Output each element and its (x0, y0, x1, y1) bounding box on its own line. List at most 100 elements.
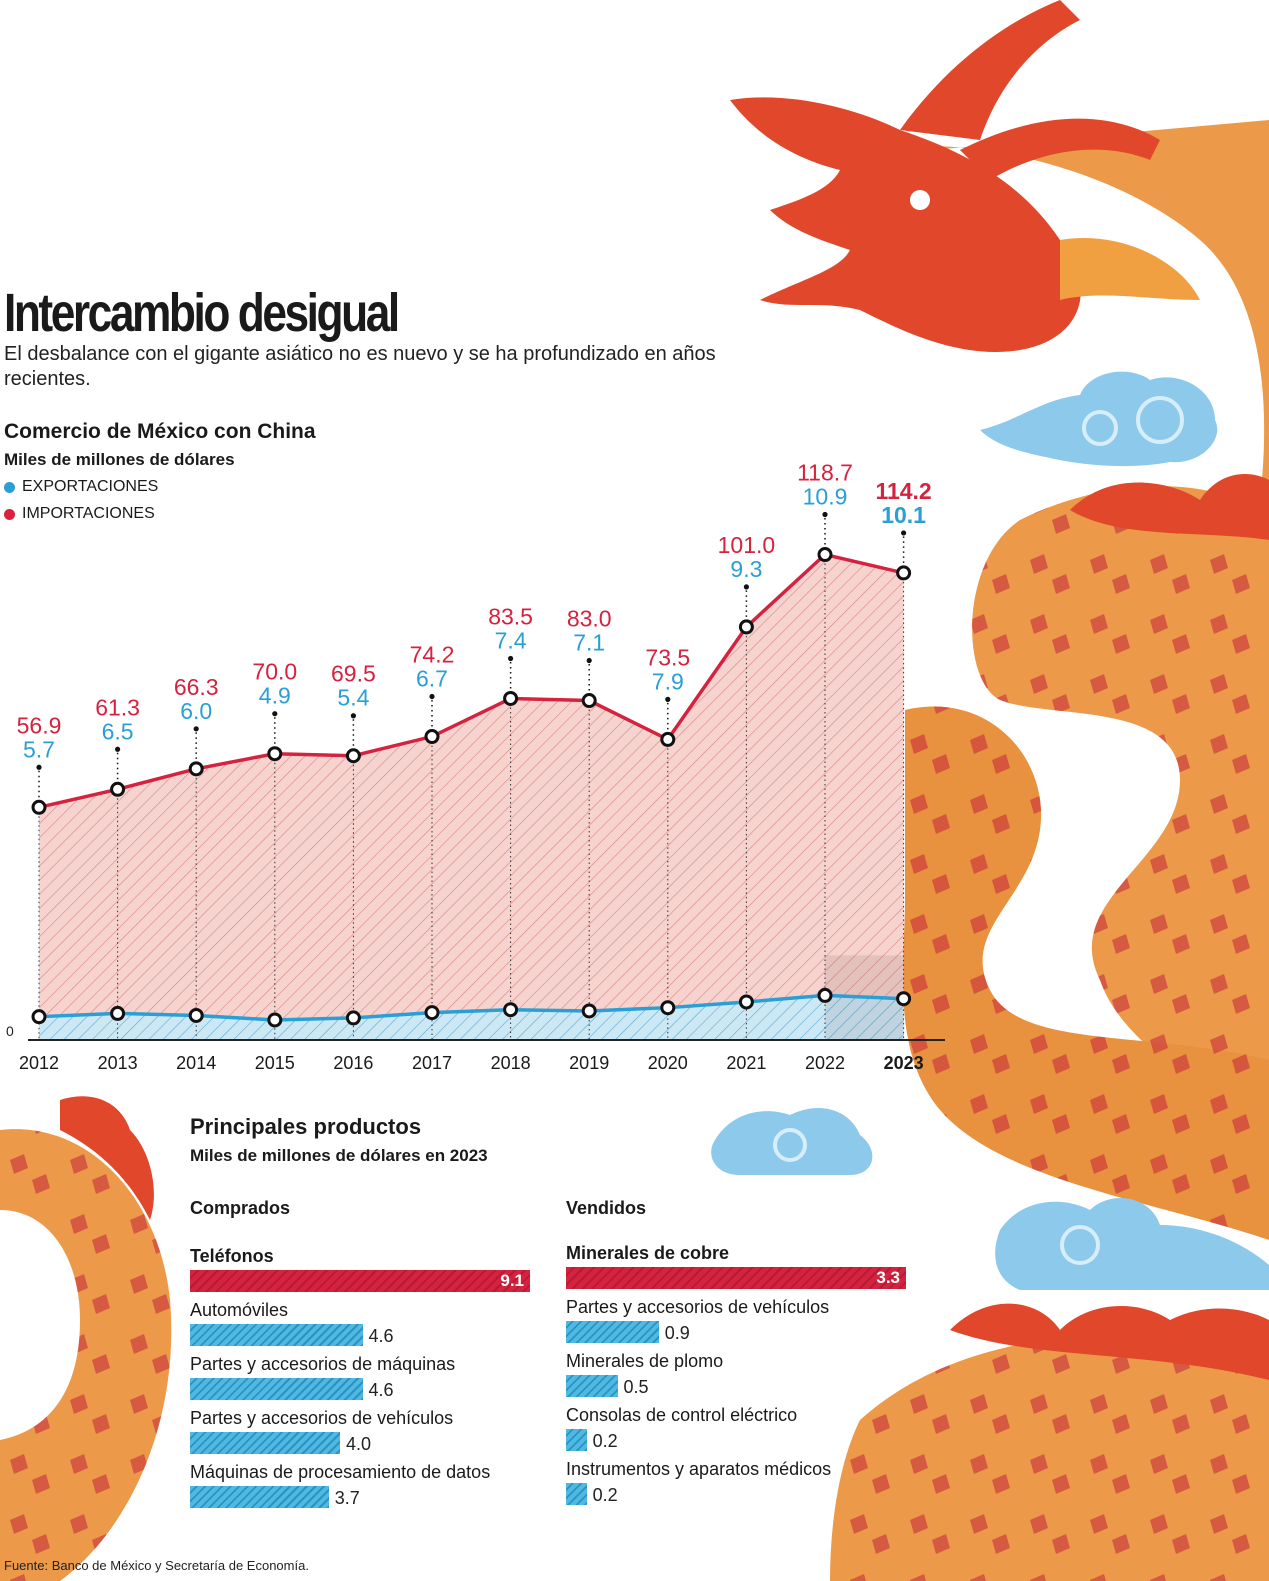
leader-dot-2021 (743, 584, 750, 590)
product-label: Instrumentos y aparatos médicos (566, 1459, 832, 1479)
product-item: Automóviles 4.6 (190, 1300, 550, 1354)
product-label: Partes y accesorios de máquinas (190, 1354, 456, 1374)
product-bar (190, 1324, 363, 1346)
leader-dot-2012 (36, 764, 42, 770)
x-tick-2012: 2012 (19, 1053, 59, 1073)
x-tick-2020: 2020 (648, 1053, 688, 1073)
x-tick-2021: 2021 (726, 1053, 766, 1073)
dragon-head-icon (730, 0, 1200, 352)
x-tick-2023: 2023 (884, 1053, 924, 1073)
product-bar (566, 1483, 587, 1505)
product-value: 9.1 (500, 1271, 524, 1290)
product-bar (190, 1378, 363, 1400)
y-zero-label: 0 (6, 1023, 14, 1039)
product-item: Minerales de plomo 0.5 (566, 1351, 926, 1405)
product-item: Máquinas de procesamiento de datos 3.7 (190, 1462, 550, 1516)
exports-point-2014 (188, 1007, 204, 1023)
chart-title: Comercio de México con China (4, 420, 316, 443)
product-item: Partes y accesorios de máquinas 4.6 (190, 1354, 550, 1408)
sold-heading: Vendidos (566, 1198, 647, 1218)
imports-value-2018: 83.5 (488, 603, 533, 629)
exports-point-2013 (110, 1005, 126, 1021)
legend-exports-dot-icon (4, 481, 15, 493)
leader-dot-2015 (272, 711, 278, 717)
exports-value-2012: 5.7 (23, 736, 55, 762)
cloud-icon (995, 1198, 1269, 1290)
imports-point-2014 (188, 761, 204, 777)
product-label: Partes y accesorios de vehículos (566, 1297, 830, 1317)
imports-value-2017: 74.2 (410, 642, 455, 668)
product-item: Partes y accesorios de vehículos 0.9 (566, 1297, 926, 1351)
imports-value-2012: 56.9 (17, 712, 62, 738)
legend-imports-dot-icon (4, 508, 15, 520)
leader-dot-2018 (508, 655, 514, 662)
products-unit: Miles de millones de dólares en 2023 (190, 1146, 488, 1165)
products-title: Principales productos (190, 1114, 422, 1139)
product-bar: 3.3 (566, 1267, 906, 1289)
imports-point-2012 (31, 799, 47, 815)
exports-value-2020: 7.9 (652, 668, 684, 694)
imports-value-2021: 101.0 (718, 532, 776, 558)
bought-bar-chart: Teléfonos 9.1 Automóviles 4.6 Partes y acces… (190, 1246, 550, 1516)
product-item: Teléfonos 9.1 (190, 1246, 550, 1300)
cloud-icon (711, 1107, 873, 1175)
exports-value-2021: 9.3 (730, 556, 762, 582)
product-bar (190, 1432, 340, 1454)
imports-value-2013: 61.3 (95, 694, 140, 720)
product-value: 4.0 (346, 1434, 372, 1454)
product-bar: 9.1 (190, 1270, 530, 1292)
sold-bar-chart: Minerales de cobre 3.3 Partes y accesorios… (566, 1243, 926, 1513)
leader-dot-2023 (901, 530, 907, 536)
exports-point-2020 (660, 1000, 676, 1016)
exports-point-2023 (896, 991, 912, 1007)
product-item: Partes y accesorios de vehículos 4.0 (190, 1408, 550, 1462)
product-label: Máquinas de procesamiento de datos (190, 1462, 491, 1482)
x-tick-2017: 2017 (412, 1053, 452, 1073)
product-item: Minerales de cobre 3.3 (566, 1243, 926, 1297)
imports-value-2015: 70.0 (252, 659, 297, 685)
x-tick-2022: 2022 (805, 1053, 845, 1073)
product-item: Consolas de control eléctrico 0.2 (566, 1405, 926, 1459)
leader-dot-2017 (429, 693, 435, 700)
leader-dot-2014 (193, 726, 199, 732)
product-value: 0.2 (592, 1485, 618, 1505)
leader-dot-2022 (822, 511, 828, 518)
imports-point-2013 (110, 781, 126, 797)
exports-value-2015: 4.9 (259, 683, 291, 709)
product-bar (566, 1429, 587, 1451)
page-title: Intercambio desigual (4, 283, 400, 343)
leader-dot-2016 (350, 713, 356, 719)
page-subtitle: El desbalance con el gigante asiático no… (4, 343, 716, 390)
product-bar (566, 1321, 659, 1343)
exports-point-2018 (503, 1002, 519, 1018)
imports-value-2016: 69.5 (331, 661, 376, 687)
dragon-fin-icon (60, 1096, 154, 1220)
exports-value-2014: 6.0 (180, 698, 212, 724)
product-label: Automóviles (190, 1300, 289, 1320)
trade-line-chart: 0 56.95.7 2012 61.36.5 2013 66.36.0 2014 70.04.… (6, 460, 945, 1073)
legend-imports: IMPORTACIONES (4, 505, 155, 523)
x-tick-2013: 2013 (98, 1053, 138, 1073)
imports-point-2023 (896, 565, 912, 581)
imports-value-2014: 66.3 (174, 674, 219, 700)
exports-value-2013: 6.5 (102, 718, 134, 744)
exports-point-2016 (345, 1010, 361, 1026)
exports-value-2017: 6.7 (416, 666, 448, 692)
exports-point-2015 (267, 1012, 283, 1028)
product-bar (566, 1375, 618, 1397)
product-value: 0.9 (664, 1323, 690, 1343)
exports-point-2017 (424, 1005, 440, 1021)
imports-point-2016 (345, 748, 361, 764)
imports-point-2019 (581, 693, 597, 709)
dragon-body-icon (0, 120, 1269, 1581)
x-tick-2016: 2016 (333, 1053, 373, 1073)
imports-point-2021 (738, 619, 754, 635)
source-note: Fuente: Banco de México y Secretaría de … (4, 1558, 309, 1573)
exports-line (38, 993, 904, 1022)
legend-imports-label: IMPORTACIONES (22, 505, 155, 522)
product-item: Instrumentos y aparatos médicos 0.2 (566, 1459, 926, 1513)
bought-heading: Comprados (190, 1198, 291, 1218)
product-value: 3.7 (334, 1488, 360, 1508)
x-tick-2015: 2015 (255, 1053, 295, 1073)
